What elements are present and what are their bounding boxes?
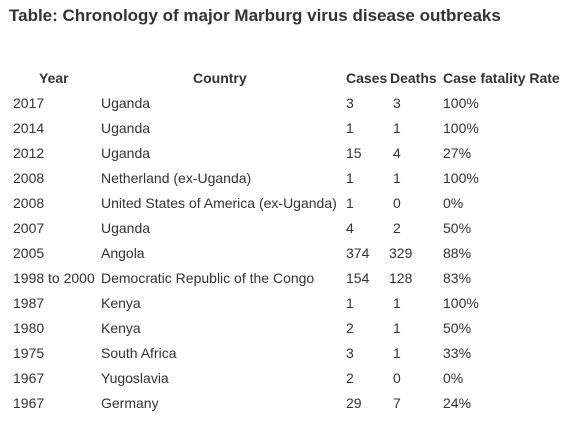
case-fatality-rate-cell: 0% [443,195,464,211]
header-deaths: Deaths [390,70,437,86]
header-case-fatality-rate: Case fatality Rate [443,70,560,86]
country-cell: South Africa [101,345,177,361]
cases-cell: 154 [346,270,370,286]
cases-cell: 4 [346,220,354,236]
year-cell: 2008 [13,195,45,211]
table-row: 2014 Uganda 1 1 100% [0,120,573,144]
case-fatality-rate-cell: 50% [443,320,472,336]
cases-cell: 1 [346,170,354,186]
cases-cell: 3 [346,345,354,361]
case-fatality-rate-cell: 100% [443,170,479,186]
country-cell: Netherland (ex-Uganda) [101,170,252,186]
cases-cell: 2 [346,320,354,336]
case-fatality-rate-cell: 88% [443,245,472,261]
table-title: Table: Chronology of major Marburg virus… [9,6,501,25]
header-country: Country [193,70,247,86]
deaths-cell: 7 [393,395,401,411]
country-cell: Uganda [101,220,151,236]
year-cell: 1967 [13,395,45,411]
cases-cell: 374 [346,245,370,261]
table-row: 2005 Angola 374 329 88% [0,245,573,269]
case-fatality-rate-cell: 50% [443,220,472,236]
table-row: 2017 Uganda 3 3 100% [0,95,573,119]
table-row: 2008 United States of America (ex-Uganda… [0,195,573,219]
country-cell: Yugoslavia [101,370,169,386]
case-fatality-rate-cell: 27% [443,145,472,161]
year-cell: 1987 [13,295,45,311]
table-row: 1967 Germany 29 7 24% [0,395,573,419]
table-row: 1987 Kenya 1 1 100% [0,295,573,319]
year-cell: 2007 [13,220,45,236]
country-cell: Democratic Republic of the Congo [101,270,315,286]
deaths-cell: 1 [393,170,401,186]
case-fatality-rate-cell: 100% [443,120,479,136]
case-fatality-rate-cell: 83% [443,270,472,286]
table-row: 2008 Netherland (ex-Uganda) 1 1 100% [0,170,573,194]
cases-cell: 15 [346,145,362,161]
cases-cell: 1 [346,195,354,211]
deaths-cell: 0 [393,370,401,386]
deaths-cell: 1 [393,320,401,336]
table-row: 2012 Uganda 15 4 27% [0,145,573,169]
header-year: Year [39,70,69,86]
case-fatality-rate-cell: 33% [443,345,472,361]
year-cell: 2012 [13,145,45,161]
table-row: 1998 to 2000 Democratic Republic of the … [0,270,573,294]
cases-cell: 1 [346,295,354,311]
country-cell: Kenya [101,295,141,311]
deaths-cell: 0 [393,195,401,211]
table-row: 2007 Uganda 4 2 50% [0,220,573,244]
country-cell: Angola [101,245,145,261]
case-fatality-rate-cell: 24% [443,395,472,411]
country-cell: United States of America (ex-Uganda) [101,195,337,211]
case-fatality-rate-cell: 100% [443,295,479,311]
deaths-cell: 3 [393,95,401,111]
cases-cell: 2 [346,370,354,386]
year-cell: 2005 [13,245,45,261]
country-cell: Germany [101,395,159,411]
year-cell: 1998 to 2000 [13,270,95,286]
case-fatality-rate-cell: 100% [443,95,479,111]
deaths-cell: 1 [393,120,401,136]
country-cell: Kenya [101,320,141,336]
country-cell: Uganda [101,120,151,136]
table-row: 1980 Kenya 2 1 50% [0,320,573,344]
year-cell: 2014 [13,120,45,136]
cases-cell: 1 [346,120,354,136]
year-cell: 1980 [13,320,45,336]
deaths-cell: 4 [393,145,401,161]
country-cell: Uganda [101,95,151,111]
year-cell: 1967 [13,370,45,386]
deaths-cell: 128 [389,270,413,286]
cases-cell: 3 [346,95,354,111]
year-cell: 2017 [13,95,45,111]
table-row: 1975 South Africa 3 1 33% [0,345,573,369]
deaths-cell: 329 [389,245,413,261]
year-cell: 1975 [13,345,45,361]
table-row: 1967 Yugoslavia 2 0 0% [0,370,573,394]
country-cell: Uganda [101,145,151,161]
year-cell: 2008 [13,170,45,186]
case-fatality-rate-cell: 0% [443,370,464,386]
header-cases: Cases [346,70,388,86]
deaths-cell: 1 [393,345,401,361]
deaths-cell: 2 [393,220,401,236]
cases-cell: 29 [346,395,362,411]
deaths-cell: 1 [393,295,401,311]
